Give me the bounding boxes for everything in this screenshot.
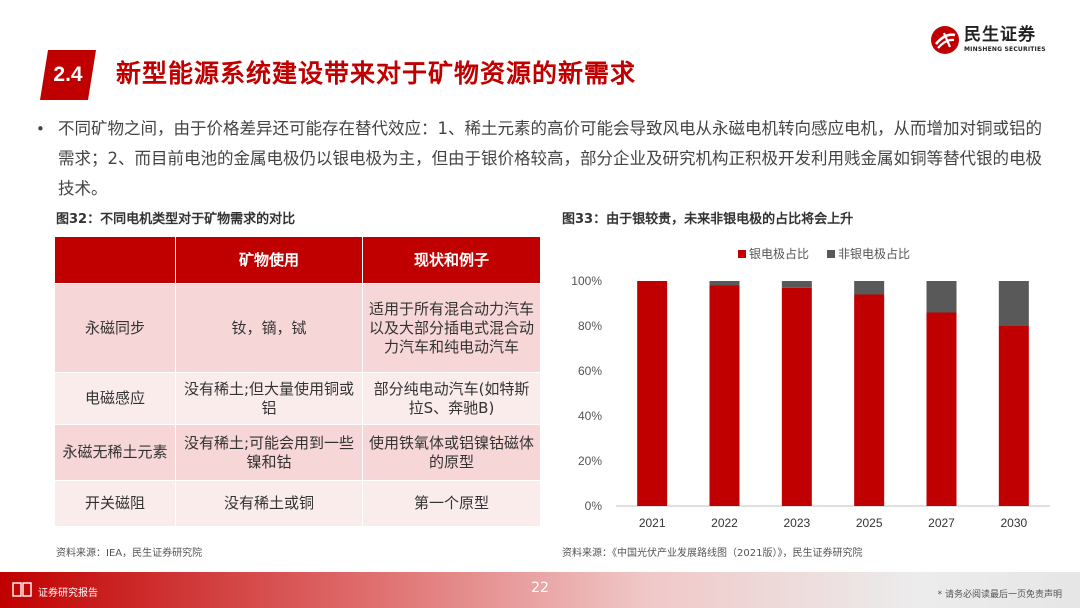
table-header-cell: 现状和例子 bbox=[362, 236, 541, 284]
motor-mineral-table: 矿物使用 现状和例子 永磁同步 钕，镝，铽 适用于所有混合动力汽车以及大部分插电… bbox=[54, 236, 541, 527]
bullet-marker: • bbox=[36, 120, 45, 138]
table-cell: 没有稀土;但大量使用铜或铝 bbox=[175, 372, 363, 425]
footer-gradient bbox=[0, 572, 1080, 608]
y-tick-label: 100% bbox=[571, 274, 602, 288]
legend-swatch bbox=[827, 250, 835, 258]
y-tick-label: 0% bbox=[585, 499, 603, 513]
table-cell: 电磁感应 bbox=[54, 372, 176, 425]
bullet-text: 不同矿物之间，由于价格差异还可能存在替代效应：1、稀土元素的高价可能会导致风电从… bbox=[57, 119, 1042, 198]
bar-segment bbox=[854, 281, 885, 295]
brand-name-cn: 民生证券 bbox=[964, 25, 1036, 45]
bar-segment bbox=[998, 326, 1029, 506]
y-tick-label: 60% bbox=[578, 364, 602, 378]
bar-segment bbox=[709, 281, 740, 286]
table-header-row: 矿物使用 现状和例子 bbox=[54, 236, 541, 284]
table-header-cell bbox=[54, 236, 176, 284]
bar-segment bbox=[637, 281, 668, 506]
table-cell: 没有稀土;可能会用到一些镍和钴 bbox=[175, 424, 363, 481]
y-tick-label: 40% bbox=[578, 409, 602, 423]
table-cell: 永磁同步 bbox=[54, 283, 176, 373]
electrode-share-chart: 0% 20% 40% 60% 80% 100% 2021 2022 2023 2025 2027 20… bbox=[571, 246, 1050, 530]
bar-segment bbox=[709, 285, 740, 506]
bar-segment bbox=[998, 281, 1029, 326]
page-number: 22 bbox=[531, 580, 549, 596]
x-tick-label: 2030 bbox=[1000, 516, 1027, 530]
table-row: 永磁无稀土元素 没有稀土;可能会用到一些镍和钴 使用铁氧体或铝镍钴磁体的原型 bbox=[54, 424, 541, 481]
section-number: 2.4 bbox=[53, 63, 83, 86]
x-tick-label: 2025 bbox=[856, 516, 883, 530]
table-cell: 使用铁氧体或铝镍钴磁体的原型 bbox=[362, 424, 541, 481]
brand-logo: 民生证券 MINSHENG SECURITIES bbox=[930, 22, 1050, 58]
legend-label: 银电极占比 bbox=[749, 246, 809, 261]
figure-32-source: 资料来源：IEA，民生证券研究院 bbox=[56, 548, 203, 559]
x-tick-label: 2023 bbox=[783, 516, 810, 530]
x-tick-label: 2027 bbox=[928, 516, 955, 530]
section-badge-shape bbox=[40, 50, 96, 100]
bullet-paragraph: • 不同矿物之间，由于价格差异还可能存在替代效应：1、稀土元素的高价可能会导致风… bbox=[36, 114, 1046, 204]
brand-name-en: MINSHENG SECURITIES bbox=[964, 46, 1046, 53]
table-cell: 适用于所有混合动力汽车以及大部分插电式混合动力汽车和纯电动汽车 bbox=[362, 283, 541, 373]
x-tick-label: 2022 bbox=[711, 516, 738, 530]
table-cell: 永磁无稀土元素 bbox=[54, 424, 176, 481]
table-row: 永磁同步 钕，镝，铽 适用于所有混合动力汽车以及大部分插电式混合动力汽车和纯电动… bbox=[54, 283, 541, 373]
legend-label: 非银电极占比 bbox=[838, 246, 910, 261]
table-cell: 第一个原型 bbox=[362, 480, 541, 527]
book-icon bbox=[12, 582, 32, 597]
bar-segment bbox=[926, 312, 957, 506]
figure-33-source: 资料来源：《中国光伏产业发展路线图（2021版）》，民生证券研究院 bbox=[562, 548, 863, 559]
table-cell: 没有稀土或铜 bbox=[175, 480, 363, 527]
bar-segment bbox=[926, 281, 957, 313]
table-header-cell: 矿物使用 bbox=[175, 236, 363, 284]
table-cell: 开关磁阻 bbox=[54, 480, 176, 527]
table-cell: 部分纯电动汽车(如特斯拉S、奔驰B) bbox=[362, 372, 541, 425]
page-title: 新型能源系统建设带来对于矿物资源的新需求 bbox=[116, 59, 637, 88]
table-row: 电磁感应 没有稀土;但大量使用铜或铝 部分纯电动汽车(如特斯拉S、奔驰B) bbox=[54, 372, 541, 425]
x-tick-label: 2021 bbox=[639, 516, 666, 530]
table-row: 开关磁阻 没有稀土或铜 第一个原型 bbox=[54, 480, 541, 527]
figure-32-caption: 图32：不同电机类型对于矿物需求的对比 bbox=[56, 212, 296, 227]
legend-swatch bbox=[738, 250, 746, 258]
bar-segment bbox=[854, 294, 885, 506]
bar-segment bbox=[781, 281, 812, 288]
disclaimer-text: * 请务必阅读最后一页免责声明 bbox=[937, 590, 1062, 600]
figure-33-caption: 图33：由于银较贵，未来非银电极的占比将会上升 bbox=[562, 212, 854, 227]
y-tick-label: 20% bbox=[578, 454, 602, 468]
footer-label: 证券研究报告 bbox=[38, 588, 98, 599]
section-badge: 2.4 bbox=[40, 50, 96, 100]
y-tick-label: 80% bbox=[578, 319, 602, 333]
minsheng-logo-icon bbox=[931, 26, 959, 54]
bar-segment bbox=[781, 287, 812, 506]
table-cell: 钕，镝，铽 bbox=[175, 283, 363, 373]
